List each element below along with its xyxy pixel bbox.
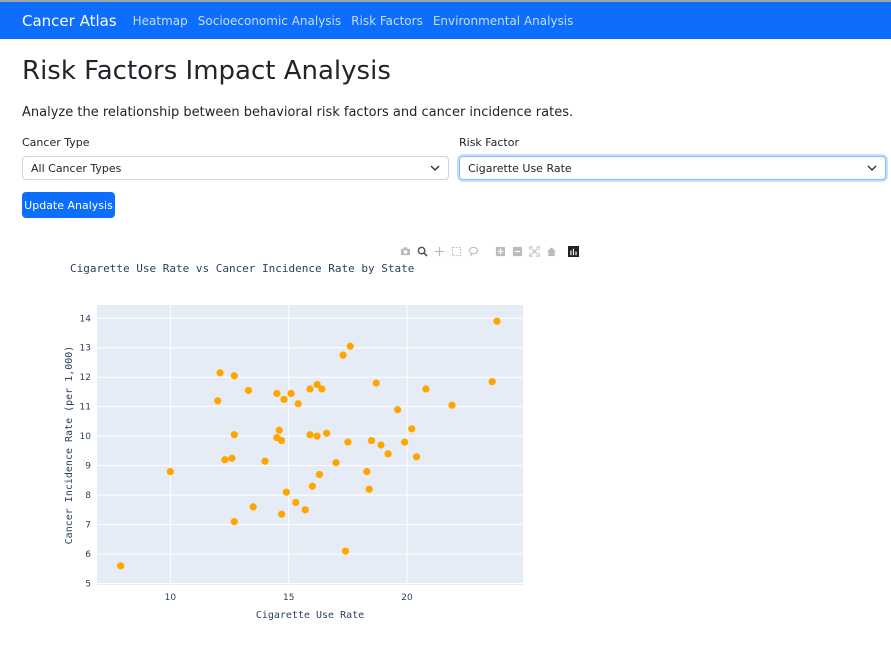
page-title: Risk Factors Impact Analysis — [22, 56, 391, 86]
y-tick-label: 8 — [85, 491, 91, 501]
data-point[interactable] — [339, 351, 347, 359]
data-point[interactable] — [322, 429, 331, 437]
data-point[interactable] — [214, 397, 222, 405]
data-point[interactable] — [306, 385, 314, 393]
data-point[interactable] — [306, 431, 314, 439]
x-axis-label: Cigarette Use Rate — [256, 610, 364, 620]
data-point[interactable] — [365, 485, 373, 493]
data-point[interactable] — [166, 467, 174, 476]
data-points — [117, 317, 501, 570]
zoom-in-icon[interactable] — [495, 246, 506, 257]
y-tick-label: 7 — [85, 521, 91, 531]
y-axis-label: Cancer Incidence Rate (per 1,000) — [64, 346, 75, 545]
data-point[interactable] — [230, 431, 238, 439]
nav-link-heatmap[interactable]: Heatmap — [132, 13, 188, 28]
data-point[interactable] — [367, 436, 376, 445]
data-point[interactable] — [287, 389, 295, 398]
nav-link-socioeconomic[interactable]: Socioeconomic Analysis — [197, 13, 342, 28]
data-point[interactable] — [216, 369, 224, 377]
cancer-type-value: All Cancer Types — [31, 161, 122, 175]
autoscale-icon[interactable] — [529, 245, 540, 257]
pan-icon[interactable] — [434, 246, 445, 257]
data-point[interactable] — [363, 467, 371, 476]
data-point[interactable] — [292, 498, 300, 507]
data-point[interactable] — [313, 380, 321, 389]
chevron-down-icon — [867, 165, 877, 172]
data-point[interactable] — [377, 441, 385, 449]
navbar-brand[interactable]: Cancer Atlas — [22, 11, 117, 30]
chevron-down-icon — [430, 165, 440, 172]
y-tick-label: 5 — [85, 580, 91, 590]
data-point[interactable] — [408, 425, 416, 433]
data-point[interactable] — [344, 438, 352, 446]
lasso-icon[interactable] — [468, 246, 479, 257]
nav-link-risk-factors[interactable]: Risk Factors — [351, 13, 423, 28]
y-tick-label: 11 — [80, 403, 91, 413]
plotly-logo-icon[interactable] — [568, 245, 579, 257]
y-tick-labels: 5 6 7 8 9 10 11 12 13 14 — [80, 314, 92, 589]
data-point[interactable] — [261, 457, 269, 465]
data-point[interactable] — [117, 562, 125, 570]
plot-area — [97, 305, 523, 585]
nav-link-environmental[interactable]: Environmental Analysis — [432, 13, 574, 28]
data-point[interactable] — [282, 488, 290, 496]
data-point[interactable] — [332, 459, 340, 467]
data-point[interactable] — [230, 372, 238, 380]
zoom-icon[interactable] — [417, 246, 428, 257]
x-tick-label: 15 — [283, 593, 294, 603]
chart-title: Cigarette Use Rate vs Cancer Incidence R… — [70, 262, 415, 275]
data-point[interactable] — [228, 454, 236, 462]
data-point[interactable] — [313, 432, 321, 440]
window-top-border — [0, 0, 891, 2]
risk-factor-value: Cigarette Use Rate — [468, 161, 572, 175]
navbar: Cancer Atlas Heatmap Socioeconomic Analy… — [0, 2, 891, 39]
data-point[interactable] — [448, 401, 456, 409]
data-point[interactable] — [401, 438, 409, 446]
home-icon[interactable] — [546, 246, 557, 257]
data-point[interactable] — [280, 395, 288, 403]
risk-factor-label: Risk Factor — [459, 136, 519, 149]
data-point[interactable] — [393, 406, 402, 414]
y-tick-label: 13 — [80, 344, 91, 354]
scatter-chart[interactable]: 5 6 7 8 9 10 11 12 13 14 10 15 20 Cigarette Use Rat… — [0, 290, 560, 620]
data-point[interactable] — [493, 317, 501, 325]
data-point[interactable] — [412, 453, 421, 461]
data-point[interactable] — [372, 379, 380, 387]
data-point[interactable] — [308, 482, 316, 490]
data-point[interactable] — [318, 385, 326, 393]
data-point[interactable] — [422, 385, 430, 393]
update-analysis-button[interactable]: Update Analysis — [22, 192, 115, 218]
data-point[interactable] — [244, 386, 253, 395]
x-tick-label: 10 — [165, 593, 177, 603]
data-point[interactable] — [301, 506, 309, 514]
page-description: Analyze the relationship between behavio… — [22, 105, 574, 120]
data-point[interactable] — [249, 503, 257, 511]
zoom-out-icon[interactable] — [512, 246, 523, 257]
x-tick-label: 20 — [401, 593, 413, 603]
data-point[interactable] — [315, 470, 324, 479]
data-point[interactable] — [278, 510, 286, 518]
data-point[interactable] — [221, 456, 229, 464]
risk-factor-select[interactable]: Cigarette Use Rate — [459, 156, 886, 180]
data-point[interactable] — [341, 547, 350, 555]
data-point[interactable] — [346, 342, 354, 350]
data-point[interactable] — [278, 436, 286, 445]
data-point[interactable] — [275, 426, 283, 434]
data-point[interactable] — [230, 518, 238, 526]
y-tick-label: 10 — [80, 432, 92, 442]
cancer-type-label: Cancer Type — [22, 136, 90, 149]
data-point[interactable] — [384, 450, 392, 458]
y-tick-label: 14 — [80, 314, 92, 324]
cancer-type-select[interactable]: All Cancer Types — [22, 156, 449, 180]
y-tick-label: 12 — [80, 373, 91, 383]
camera-icon[interactable] — [400, 246, 411, 257]
data-point[interactable] — [273, 389, 281, 398]
data-point[interactable] — [294, 400, 302, 408]
y-tick-label: 9 — [85, 462, 91, 472]
plot-modebar — [400, 244, 585, 258]
data-point[interactable] — [488, 378, 496, 386]
y-tick-label: 6 — [85, 550, 91, 560]
x-tick-labels: 10 15 20 — [165, 593, 413, 603]
box-select-icon[interactable] — [451, 246, 462, 257]
